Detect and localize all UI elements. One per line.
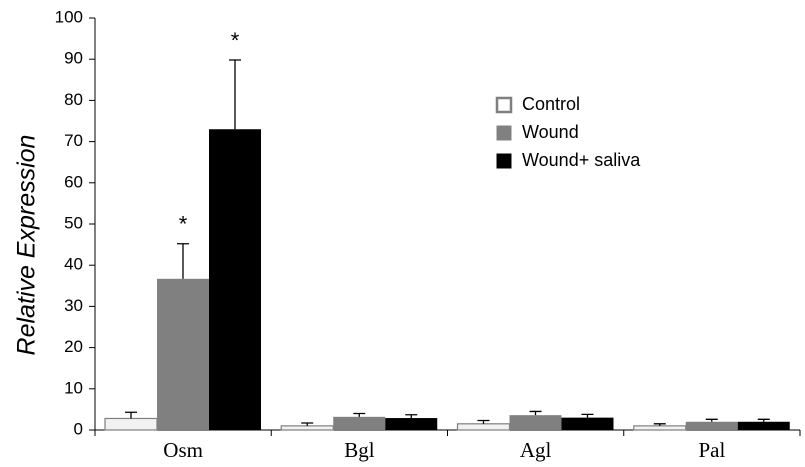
y-tick-label: 20 (64, 337, 83, 356)
y-tick-label: 90 (64, 49, 83, 68)
legend-label: Wound+ saliva (522, 150, 641, 170)
bar (456, 423, 511, 431)
bar (561, 417, 614, 430)
x-tick-label: Agl (520, 438, 552, 462)
error-bar (653, 423, 666, 426)
error-bar (301, 422, 314, 426)
legend-label: Wound (522, 122, 579, 142)
error-bar (405, 414, 418, 419)
legend-label: Control (522, 94, 580, 114)
bar (104, 417, 158, 431)
error-bar (705, 418, 718, 422)
error-bar (757, 418, 770, 422)
significance-marker: * (179, 212, 188, 237)
x-tick-label: Bgl (344, 438, 375, 462)
legend-swatch (496, 125, 512, 141)
y-tick-label: 70 (64, 131, 83, 150)
y-tick-label: 50 (64, 213, 83, 232)
y-tick-label: 30 (64, 296, 83, 315)
bar (157, 278, 209, 430)
bar (737, 421, 790, 430)
bar (509, 415, 562, 430)
error-bar (229, 59, 241, 130)
error-bar (477, 419, 490, 424)
bar (333, 416, 386, 430)
bar (385, 418, 438, 430)
y-tick-label: 80 (64, 90, 83, 109)
legend-swatch (495, 96, 513, 114)
error-bar (581, 413, 594, 418)
error-bar (177, 243, 189, 279)
error-bar (125, 411, 137, 419)
legend-swatch (496, 153, 512, 169)
y-tick-label: 10 (64, 378, 83, 397)
bar (280, 425, 334, 431)
x-tick-label: Pal (698, 438, 725, 462)
bar (633, 425, 687, 431)
y-tick-label: 100 (55, 7, 83, 26)
y-tick-label: 40 (64, 255, 83, 274)
x-tick-label: Osm (163, 438, 203, 462)
y-tick-label: 60 (64, 172, 83, 191)
significance-marker: * (231, 28, 240, 53)
error-bar (529, 410, 542, 416)
error-bar (353, 412, 366, 417)
y-tick-label: 0 (74, 419, 83, 438)
bar (209, 129, 261, 431)
y-axis-label: Relative Expression (13, 135, 41, 356)
bar (685, 421, 738, 430)
